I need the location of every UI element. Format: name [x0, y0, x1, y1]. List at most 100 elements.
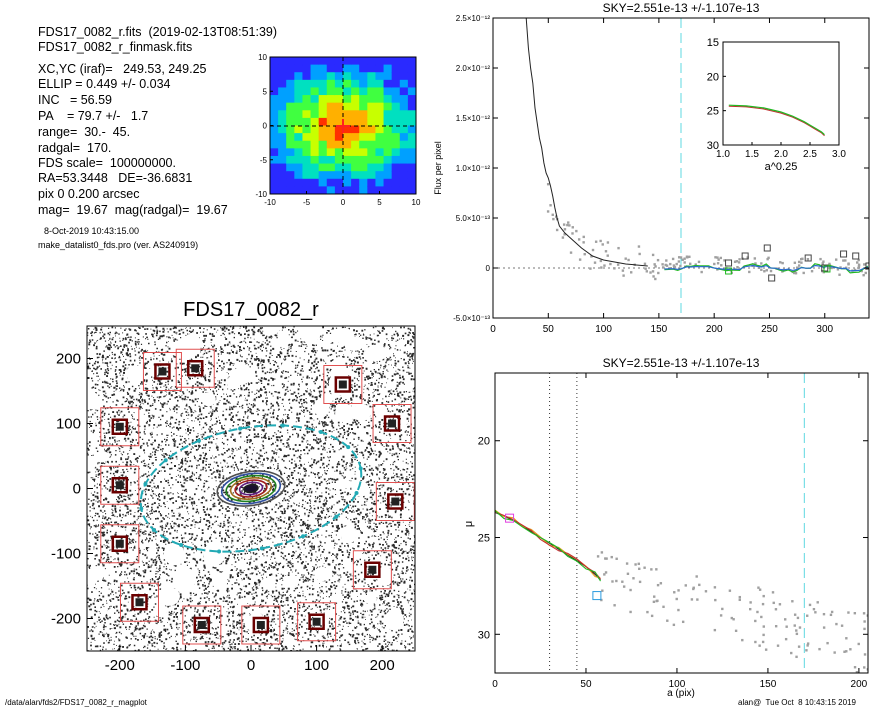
mu-point — [698, 583, 701, 587]
map-cell — [294, 72, 304, 81]
sky-point — [806, 258, 810, 261]
map-cell — [294, 186, 304, 194]
mask-hole — [126, 365, 145, 383]
map-cell — [343, 186, 352, 194]
mu-point — [816, 601, 819, 604]
map-cell — [383, 110, 393, 119]
mu-point — [610, 555, 613, 559]
mu-point — [793, 624, 796, 627]
sky-point — [606, 241, 610, 244]
mask-hole — [226, 375, 242, 390]
mu-point — [734, 629, 738, 633]
mask-hole — [298, 326, 322, 344]
map-cell — [270, 72, 279, 81]
mu-point — [757, 586, 760, 589]
map-cell — [286, 171, 295, 180]
map-cell — [318, 117, 328, 127]
sky-point — [797, 260, 801, 264]
mu-point — [808, 603, 812, 607]
mask-hole — [277, 334, 290, 348]
mu-point — [656, 599, 659, 602]
map-cell — [407, 133, 416, 142]
mask-hole — [281, 361, 296, 372]
mu-xtick-label: 200 — [851, 679, 868, 690]
map-cell — [391, 155, 401, 165]
map-cell — [318, 163, 328, 172]
mask-hole — [87, 455, 98, 469]
sky-profile-title: SKY=2.551e-13 +/-1.107e-13 — [603, 1, 760, 15]
mask-hole — [203, 541, 226, 566]
map-cell — [270, 163, 279, 172]
sky-point — [554, 215, 558, 218]
sky-profile-line — [525, 18, 648, 267]
sky-point — [677, 256, 681, 259]
map-cell — [367, 102, 377, 111]
map-cell — [391, 95, 401, 104]
mu-point — [713, 628, 717, 632]
map-cell — [286, 117, 295, 127]
masked-star — [115, 422, 124, 431]
mu-point — [762, 633, 765, 637]
map-cell — [294, 148, 304, 157]
mask-box-inner — [308, 613, 325, 630]
map-cell — [310, 72, 320, 81]
map-cell — [326, 117, 336, 127]
sky-point — [657, 271, 660, 275]
masked-star — [256, 621, 265, 629]
map-cell — [391, 110, 401, 119]
mu-point — [845, 637, 848, 640]
sky-point — [720, 264, 723, 267]
mask-box-inner — [111, 418, 129, 435]
map-cell — [270, 125, 279, 134]
galaxy-isophote — [238, 481, 264, 496]
mask-hole — [164, 639, 174, 649]
map-cell — [383, 140, 393, 149]
info-pix: pix 0 0.200 arcsec — [38, 187, 140, 201]
sky-point — [613, 267, 616, 270]
inset-ytick-label: 30 — [707, 140, 719, 152]
radgal-ellipse — [139, 423, 363, 554]
map-cell — [286, 79, 295, 89]
mask-box-inner — [383, 415, 401, 432]
sky-point — [563, 233, 566, 236]
mask-box-inner — [364, 561, 381, 578]
mu-point — [656, 583, 660, 587]
map-cell — [407, 163, 416, 172]
sky-point — [578, 258, 582, 261]
map-cell — [351, 125, 360, 134]
sky-point — [546, 182, 550, 186]
map-cell — [359, 186, 368, 194]
map-cell — [286, 125, 295, 134]
map-cell — [278, 110, 287, 119]
mu-point — [778, 603, 782, 606]
info-pa: PA = 79.7 +/- 1.7 — [38, 109, 149, 123]
sky-point — [651, 270, 655, 273]
map-cell — [383, 148, 393, 157]
mask-hole — [376, 566, 394, 587]
sky-point — [630, 271, 633, 274]
mu-point — [756, 610, 759, 614]
map-cell — [375, 133, 385, 142]
mu-point — [646, 610, 649, 614]
sky-point — [606, 254, 609, 257]
map-cell — [359, 155, 368, 165]
mask-box-outer — [297, 602, 337, 642]
map-cell — [310, 117, 320, 127]
sky-point — [713, 262, 716, 266]
sky-point — [669, 262, 672, 266]
map-cell — [278, 87, 287, 96]
mask-hole — [365, 344, 387, 362]
sky-point — [700, 270, 703, 274]
sky-point — [736, 265, 739, 269]
mask-hole — [94, 450, 110, 463]
sky-point — [857, 266, 860, 270]
mu-point — [625, 562, 629, 565]
masked-star — [191, 364, 200, 373]
inset-xtick-label: 1.0 — [716, 149, 730, 160]
map-cell — [318, 110, 328, 119]
sky-point — [781, 261, 784, 265]
map-cell — [286, 64, 295, 73]
contour-map-cells — [270, 57, 416, 194]
mask-box-outer — [375, 482, 415, 521]
mu-xtick-label: 50 — [580, 679, 592, 690]
